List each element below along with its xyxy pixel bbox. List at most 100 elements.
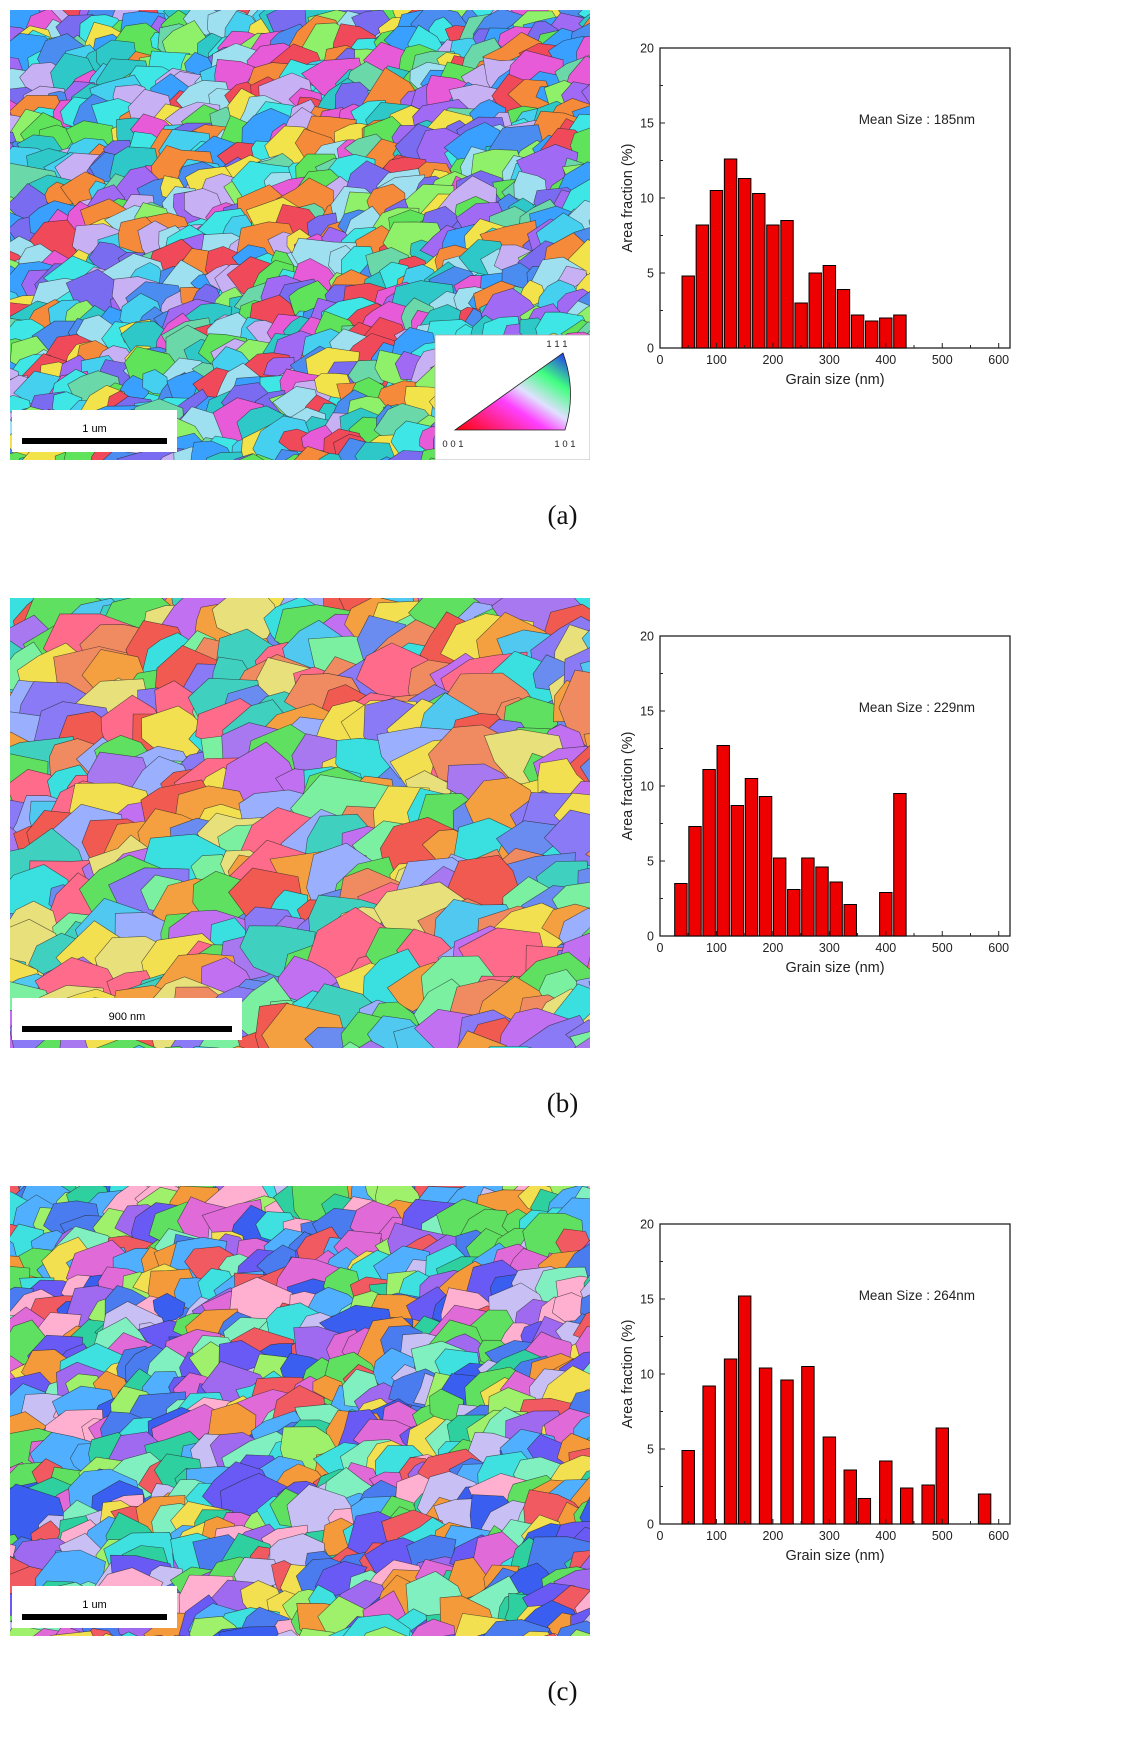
histogram-bar bbox=[816, 867, 828, 936]
histogram-bar bbox=[900, 1488, 912, 1524]
x-axis-label: Grain size (nm) bbox=[785, 372, 884, 388]
x-tick-label: 0 bbox=[657, 941, 664, 955]
y-tick-label: 0 bbox=[647, 930, 654, 944]
x-tick-label: 200 bbox=[762, 353, 783, 367]
x-axis-label: Grain size (nm) bbox=[785, 1548, 884, 1564]
y-tick-label: 20 bbox=[640, 1218, 654, 1232]
histogram-bar bbox=[759, 797, 771, 937]
histogram-bar bbox=[936, 1428, 948, 1524]
histogram-bar bbox=[823, 266, 835, 349]
histogram-bar bbox=[738, 1296, 750, 1524]
y-tick-label: 15 bbox=[640, 705, 654, 719]
scale-bar bbox=[22, 1614, 167, 1620]
histogram-bar bbox=[717, 746, 729, 937]
histogram-bar bbox=[823, 1437, 835, 1524]
x-tick-label: 400 bbox=[875, 353, 896, 367]
y-tick-label: 10 bbox=[640, 192, 654, 206]
panel-caption: (c) bbox=[0, 1676, 1125, 1707]
histogram-bar bbox=[696, 225, 708, 348]
x-tick-label: 200 bbox=[762, 1529, 783, 1543]
x-tick-label: 600 bbox=[988, 353, 1009, 367]
histogram-bar bbox=[865, 321, 877, 348]
x-tick-label: 0 bbox=[657, 1529, 664, 1543]
histogram-bar bbox=[767, 225, 779, 348]
histogram-bar bbox=[731, 806, 743, 937]
panel-caption: (a) bbox=[0, 500, 1125, 531]
x-tick-label: 100 bbox=[706, 1529, 727, 1543]
grain-size-histogram: 0 100 200 300 400 500 600 0 5 10 15 20 Grain size (n… bbox=[620, 1196, 1120, 1636]
scale-bar bbox=[22, 1026, 232, 1032]
x-tick-label: 600 bbox=[988, 1529, 1009, 1543]
y-axis-label: Area fraction (%) bbox=[620, 1320, 636, 1429]
y-axis-label: Area fraction (%) bbox=[620, 732, 636, 841]
y-tick-label: 20 bbox=[640, 42, 654, 56]
histogram-bar bbox=[880, 893, 892, 937]
histogram-bar bbox=[851, 315, 863, 348]
histogram-bar bbox=[781, 1380, 793, 1524]
histogram-bar bbox=[844, 905, 856, 937]
scale-bar-label: 1 um bbox=[82, 423, 106, 435]
y-tick-label: 5 bbox=[647, 855, 654, 869]
histogram-bar bbox=[858, 1499, 870, 1525]
y-tick-label: 5 bbox=[647, 267, 654, 281]
y-tick-label: 0 bbox=[647, 1518, 654, 1532]
x-tick-label: 0 bbox=[657, 353, 664, 367]
histogram-bar bbox=[802, 858, 814, 936]
figure-panel-c: 1 um 0 100 200 300 400 500 600 0 5 10 15 20 Grain si… bbox=[0, 1176, 1125, 1754]
histogram-bar bbox=[745, 779, 757, 937]
mean-size-annotation: Mean Size : 264nm bbox=[859, 1288, 975, 1303]
histogram-bar bbox=[682, 1451, 694, 1525]
x-tick-label: 400 bbox=[875, 1529, 896, 1543]
histogram-bar bbox=[809, 273, 821, 348]
histogram-bar bbox=[922, 1485, 934, 1524]
x-tick-label: 100 bbox=[706, 941, 727, 955]
histogram-bar bbox=[830, 882, 842, 936]
x-tick-label: 500 bbox=[932, 1529, 953, 1543]
histogram-bar bbox=[788, 890, 800, 937]
y-tick-label: 0 bbox=[647, 342, 654, 356]
histogram-bar bbox=[894, 315, 906, 348]
y-axis-label: Area fraction (%) bbox=[620, 144, 636, 253]
y-tick-label: 10 bbox=[640, 780, 654, 794]
histogram-bar bbox=[894, 794, 906, 937]
ipf-key-label: 1 0 1 bbox=[554, 439, 575, 450]
grain-layer bbox=[10, 598, 590, 1048]
histogram-bar bbox=[880, 1461, 892, 1524]
ebsd-orientation-map: 1 um bbox=[10, 1186, 590, 1636]
x-axis-label: Grain size (nm) bbox=[785, 960, 884, 976]
ipf-key-label: 1 1 1 bbox=[546, 339, 567, 350]
histogram-bar bbox=[682, 276, 694, 348]
y-tick-label: 20 bbox=[640, 630, 654, 644]
x-tick-label: 400 bbox=[875, 941, 896, 955]
y-tick-label: 5 bbox=[647, 1443, 654, 1457]
histogram-bar bbox=[703, 770, 715, 937]
histogram-bar bbox=[795, 303, 807, 348]
mean-size-annotation: Mean Size : 185nm bbox=[859, 112, 975, 127]
y-tick-label: 10 bbox=[640, 1368, 654, 1382]
x-tick-label: 500 bbox=[932, 941, 953, 955]
scale-bar-label: 1 um bbox=[82, 1599, 106, 1611]
scale-bar bbox=[22, 438, 167, 444]
histogram-bar bbox=[753, 194, 765, 349]
panel-caption: (b) bbox=[0, 1088, 1125, 1119]
scale-bar-label: 900 nm bbox=[109, 1011, 146, 1023]
grain-layer bbox=[10, 1186, 590, 1636]
histogram-bar bbox=[781, 221, 793, 349]
x-tick-label: 500 bbox=[932, 353, 953, 367]
histogram-bar bbox=[703, 1386, 715, 1524]
x-tick-label: 300 bbox=[819, 353, 840, 367]
x-tick-label: 100 bbox=[706, 353, 727, 367]
histogram-bar bbox=[978, 1494, 990, 1524]
histogram-bar bbox=[802, 1367, 814, 1525]
x-tick-label: 300 bbox=[819, 1529, 840, 1543]
grain-size-histogram: 0 100 200 300 400 500 600 0 5 10 15 20 Grain size (n… bbox=[620, 20, 1120, 460]
x-tick-label: 300 bbox=[819, 941, 840, 955]
histogram-bar bbox=[675, 884, 687, 937]
y-tick-label: 15 bbox=[640, 117, 654, 131]
mean-size-annotation: Mean Size : 229nm bbox=[859, 700, 975, 715]
histogram-bar bbox=[759, 1368, 771, 1524]
histogram-bar bbox=[773, 858, 785, 936]
y-tick-label: 15 bbox=[640, 1293, 654, 1307]
